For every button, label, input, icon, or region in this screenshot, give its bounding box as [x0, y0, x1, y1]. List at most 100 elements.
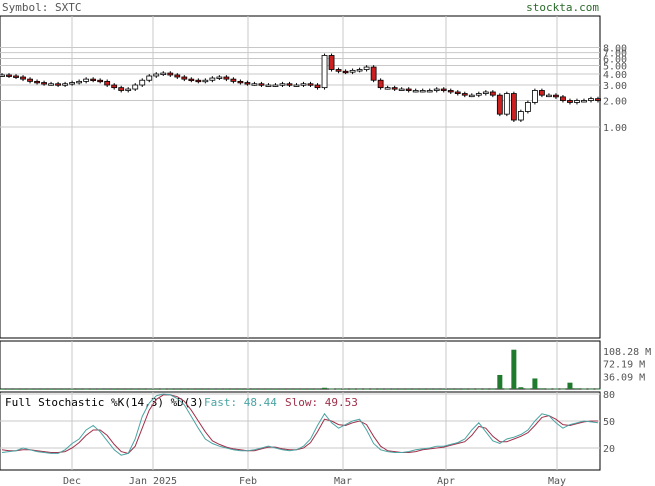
candle: [574, 100, 580, 103]
volume-bar: [209, 388, 215, 390]
volume-y-ticks: 108.28 M 72.19 M36.09 M: [603, 347, 651, 383]
volume-bar: [525, 388, 531, 390]
x-tick-label: Feb: [239, 476, 257, 486]
candle: [34, 80, 40, 84]
candle: [20, 76, 26, 80]
y-tick-label: 50: [603, 417, 615, 428]
volume-bar: [258, 388, 264, 390]
y-tick-label: 3.00: [603, 81, 627, 92]
candle: [510, 93, 517, 121]
volume-bar: [567, 382, 573, 389]
volume-bar: [188, 388, 194, 390]
candle: [546, 94, 552, 98]
y-tick-label: 5.00: [603, 61, 627, 72]
stochastic-slow-line: [1, 394, 598, 454]
candle: [370, 66, 377, 81]
volume-bar: [399, 388, 405, 390]
candle: [384, 87, 391, 90]
volume-bar: [286, 388, 292, 390]
candle: [13, 75, 19, 78]
volume-bar: [69, 388, 75, 390]
volume-bar: [371, 388, 377, 390]
volume-bar: [195, 388, 201, 390]
volume-bar: [167, 388, 173, 390]
candle: [237, 80, 244, 84]
candle: [286, 83, 293, 86]
volume-bar: [132, 388, 138, 390]
volume-bar: [265, 388, 271, 390]
stochastic-title: Full Stochastic %K(14,3) %D(3): [5, 396, 204, 409]
volume-bar: [364, 388, 370, 390]
stochastic-fast-line: [1, 393, 599, 456]
candle: [398, 88, 405, 91]
candle: [440, 88, 447, 91]
candle: [503, 93, 510, 115]
candle: [454, 91, 461, 94]
candle: [6, 74, 12, 77]
volume-bar: [97, 388, 103, 390]
candle: [41, 82, 47, 85]
volume-bar: [202, 388, 208, 390]
volume-bar: [76, 388, 82, 390]
volume-bar: [315, 388, 321, 390]
volume-bar: [455, 388, 461, 390]
candle: [377, 79, 384, 89]
candle: [539, 90, 545, 96]
candle: [27, 78, 33, 82]
volume-bar: [532, 378, 538, 389]
candle: [588, 98, 594, 101]
candle: [560, 96, 566, 101]
y-tick-label: 72.19 M: [603, 360, 645, 371]
candle: [553, 94, 559, 98]
candle: [321, 55, 328, 89]
candle: [244, 82, 251, 85]
candle: [139, 79, 146, 86]
y-tick-label: 6.00: [603, 55, 627, 66]
volume-vertical-grid: [71, 341, 558, 389]
volume-bar: [448, 388, 454, 390]
volume-bar: [111, 388, 117, 390]
volume-bar: [350, 388, 356, 390]
volume-bar: [427, 388, 433, 390]
candle: [567, 100, 573, 103]
candle: [223, 76, 230, 80]
candle: [363, 66, 370, 70]
volume-bar: [279, 388, 285, 390]
price-candles: [0, 53, 601, 122]
candle: [314, 84, 321, 89]
candle: [482, 91, 489, 94]
candle: [167, 72, 174, 76]
candle: [307, 83, 314, 86]
y-tick-label: 8.00: [603, 44, 627, 55]
candle: [104, 80, 111, 86]
candle: [405, 88, 412, 91]
volume-bar: [55, 388, 61, 390]
y-tick-label: 80: [603, 390, 615, 401]
candle: [0, 74, 5, 77]
x-tick-label: Mar: [334, 476, 352, 486]
candle: [153, 73, 160, 77]
candle: [595, 98, 601, 101]
volume-bar: [251, 388, 257, 390]
candle: [279, 83, 286, 86]
stochastic-pane: Full Stochastic %K(14,3) %D(3) Fast: 48.…: [0, 390, 615, 471]
volume-bar: [329, 388, 335, 390]
candle: [125, 88, 132, 91]
volume-bar: [588, 388, 594, 390]
x-tick-label: Dec: [63, 476, 81, 486]
volume-bar: [343, 388, 349, 390]
candle: [531, 90, 538, 103]
site-name[interactable]: stockta.com: [526, 1, 599, 14]
stochastic-y-ticks: 80 50 20: [603, 390, 615, 455]
x-tick-label: May: [548, 476, 566, 486]
volume-bar: [230, 388, 236, 390]
volume-bar: [595, 388, 601, 390]
volume-bar: [6, 388, 12, 390]
candle: [356, 69, 363, 72]
volume-bar: [48, 388, 54, 390]
volume-bar: [181, 388, 187, 390]
volume-bar: [378, 388, 384, 390]
volume-bar: [90, 388, 96, 390]
volume-bar: [83, 388, 89, 390]
volume-bar: [560, 388, 566, 390]
